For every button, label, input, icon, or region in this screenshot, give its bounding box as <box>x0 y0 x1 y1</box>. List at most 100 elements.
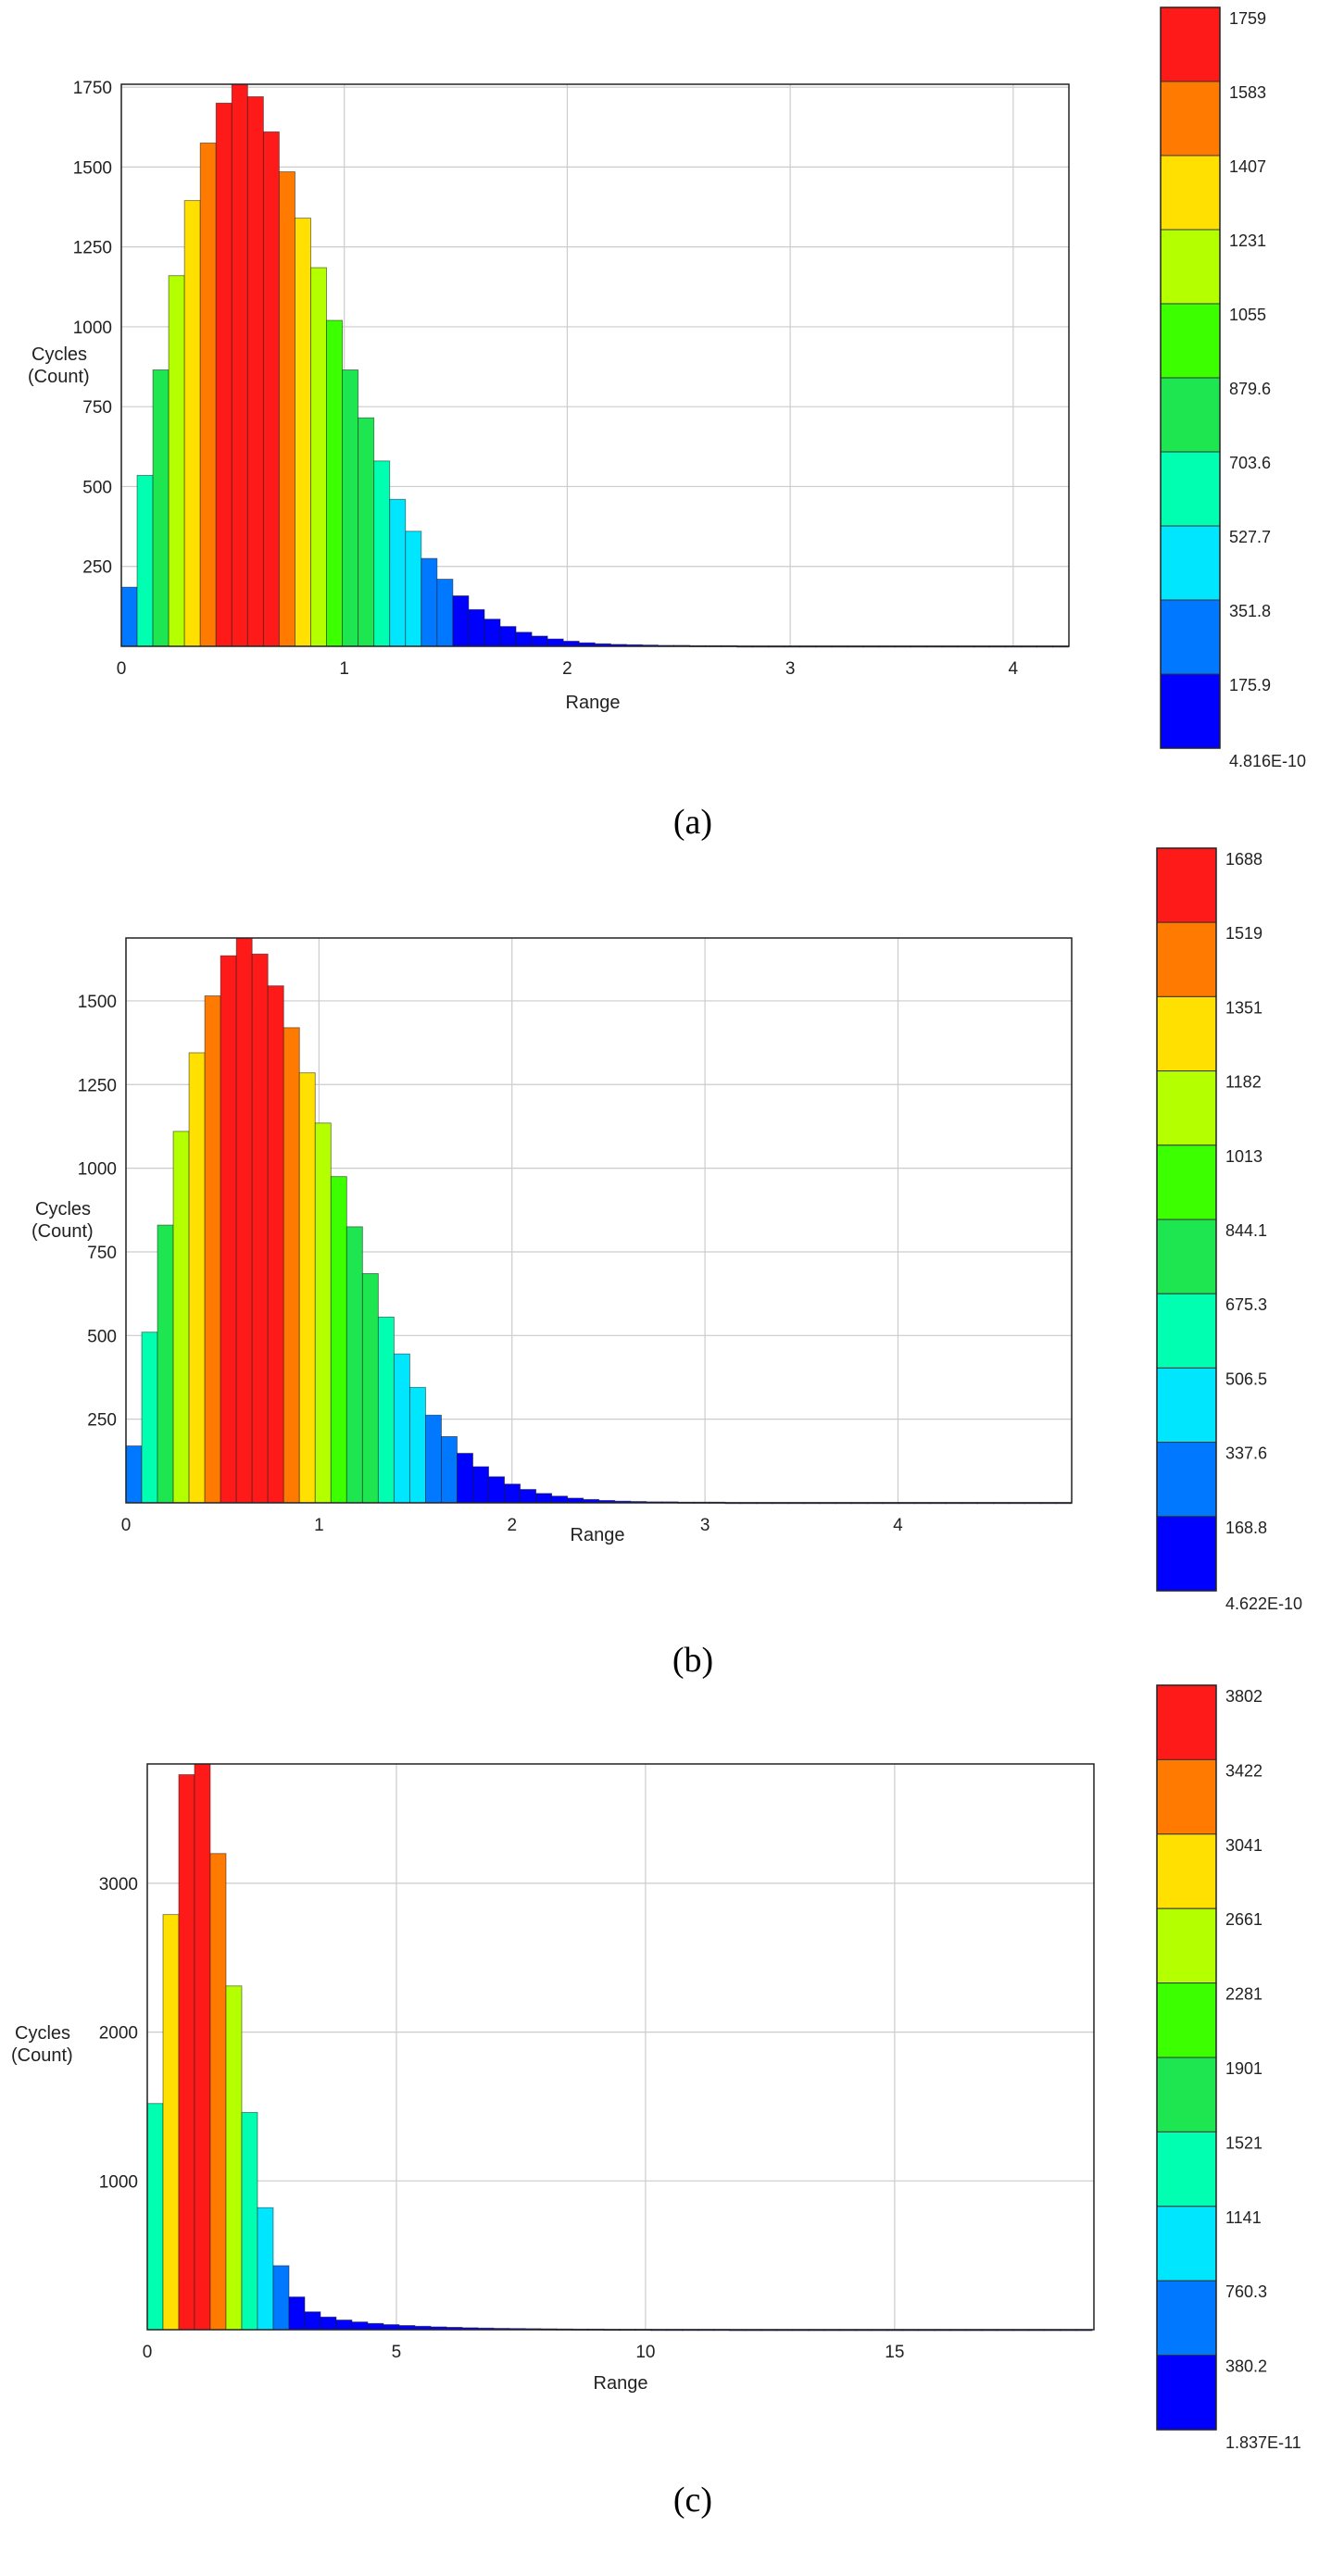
colorbar-label: 1519 <box>1225 924 1262 943</box>
colorbar-band <box>1156 1516 1217 1592</box>
histogram-bar <box>136 474 154 647</box>
y-tick-label: 750 <box>87 1244 117 1263</box>
histogram-bar <box>204 995 221 1504</box>
histogram-bar <box>345 1226 363 1504</box>
colorbar-label: 380.2 <box>1225 2357 1267 2376</box>
figure-caption: (c) <box>673 2481 712 2520</box>
colorbar-band <box>1160 377 1221 453</box>
colorbar-band <box>1156 2280 1217 2357</box>
y-tick-label: 1000 <box>73 319 112 338</box>
histogram-bar <box>231 83 248 647</box>
colorbar-band <box>1156 921 1217 997</box>
histogram-bar <box>278 171 295 647</box>
y-tick-label: 250 <box>87 1411 117 1431</box>
colorbar-band <box>1156 2355 1217 2431</box>
y-tick-label: 250 <box>82 558 112 578</box>
colorbar-label: 3802 <box>1225 1687 1262 1706</box>
colorbar-label: 4.622E-10 <box>1225 1594 1302 1613</box>
histogram-bar <box>377 1316 395 1504</box>
y-axis-label: Cycles <box>35 1199 91 1219</box>
figure-caption: (a) <box>673 803 712 842</box>
colorbar-label: 168.8 <box>1225 1519 1267 1537</box>
colorbar-label: 703.6 <box>1229 454 1271 472</box>
histogram-bar <box>335 2320 353 2331</box>
colorbar-band <box>1160 303 1221 379</box>
colorbar-band <box>1156 847 1217 923</box>
colorbar-band <box>1160 155 1221 231</box>
histogram-bar <box>389 498 407 647</box>
x-axis-label: Range <box>594 2373 648 2394</box>
colorbar-label: 1182 <box>1225 1073 1262 1092</box>
x-axis-label: Range <box>566 693 621 713</box>
colorbar-label: 351.8 <box>1229 602 1271 620</box>
x-tick-label: 0 <box>121 1516 132 1535</box>
colorbar-band <box>1156 1144 1217 1220</box>
histogram-bar <box>330 1176 347 1504</box>
colorbar-frame <box>1160 6 1221 749</box>
y-axis-label: (Count) <box>31 1221 94 1242</box>
histogram-bar <box>267 985 284 1504</box>
colorbar-band <box>1156 1442 1217 1518</box>
colorbar-label: 844.1 <box>1225 1221 1267 1240</box>
histogram-bar <box>515 631 533 647</box>
y-tick-label: 500 <box>82 478 112 497</box>
colorbar-label: 3422 <box>1225 1761 1262 1780</box>
histogram-bar <box>225 1985 243 2331</box>
histogram-bar <box>188 1052 206 1504</box>
colorbar-label: 760.3 <box>1225 2282 1267 2301</box>
histogram-bar <box>288 2296 306 2331</box>
histogram-bar <box>199 143 217 647</box>
histogram-bar <box>295 218 311 647</box>
histogram-bar <box>326 319 344 647</box>
histogram-bar <box>283 1027 300 1504</box>
histogram-bar <box>178 1774 195 2331</box>
histogram-bar <box>120 586 138 647</box>
colorbar-label: 1055 <box>1229 306 1266 324</box>
histogram-bar <box>535 1493 553 1504</box>
histogram-bar <box>209 1853 227 2331</box>
colorbar-band <box>1156 1219 1217 1294</box>
colorbar-band <box>1160 229 1221 305</box>
colorbar-label: 1407 <box>1229 157 1266 176</box>
histogram-bar <box>408 1386 426 1504</box>
histogram-bar <box>272 2265 290 2331</box>
y-tick-label: 1000 <box>99 2172 138 2192</box>
histogram-bar <box>251 953 269 1504</box>
colorbar-label: 1688 <box>1225 850 1262 869</box>
histogram-bar <box>162 1914 180 2331</box>
colorbar-band <box>1156 1684 1217 1760</box>
histogram-bar <box>441 1435 458 1504</box>
x-tick-label: 4 <box>1009 659 1019 679</box>
histogram-bar <box>567 1497 584 1504</box>
histogram-bar <box>304 2311 321 2331</box>
histogram-bar <box>421 557 438 647</box>
histogram-bar <box>562 641 580 647</box>
x-tick-label: 15 <box>885 2343 904 2362</box>
histogram-bar <box>367 2322 384 2331</box>
x-tick-label: 3 <box>700 1516 710 1535</box>
colorbar-label: 506.5 <box>1225 1369 1267 1388</box>
histogram-bar <box>141 1332 158 1504</box>
colorbar-band <box>1156 1833 1217 1909</box>
y-tick-label: 1500 <box>78 993 117 1012</box>
colorbar-band <box>1156 1982 1217 2058</box>
colorbar-label: 527.7 <box>1229 528 1271 546</box>
histogram-bar <box>298 1072 316 1504</box>
histogram-bar <box>373 460 391 647</box>
colorbar-label: 2281 <box>1225 1985 1262 2004</box>
colorbar-band <box>1156 2206 1217 2282</box>
plot-frame <box>120 83 1070 647</box>
colorbar-band <box>1160 451 1221 527</box>
histogram-bar <box>546 638 564 647</box>
histogram-bar <box>383 2324 400 2331</box>
colorbar-label: 175.9 <box>1229 676 1271 694</box>
y-tick-label: 1000 <box>78 1160 117 1180</box>
x-tick-label: 5 <box>392 2343 402 2362</box>
colorbar-band <box>1160 6 1221 82</box>
histogram-bar <box>194 1763 211 2331</box>
y-tick-label: 1250 <box>78 1076 117 1095</box>
y-tick-label: 3000 <box>99 1875 138 1894</box>
colorbar-band <box>1156 1758 1217 1835</box>
histogram-bar <box>220 955 237 1504</box>
colorbar-label: 1231 <box>1229 231 1266 250</box>
